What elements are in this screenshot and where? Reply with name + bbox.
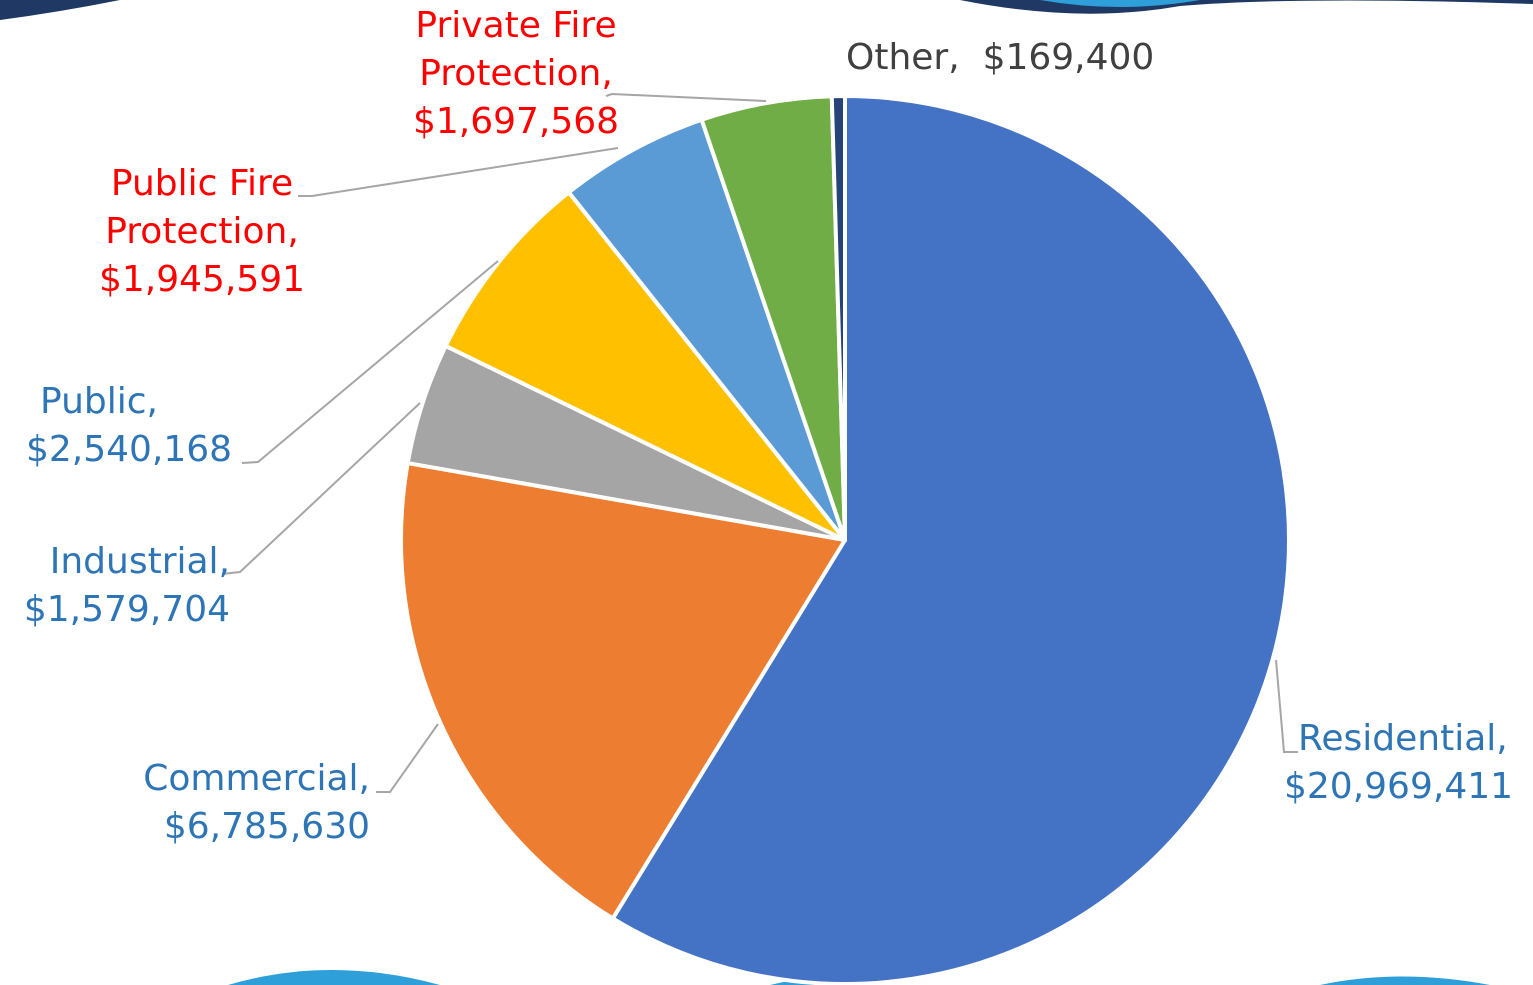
label-residential-name: Residential, [1298,718,1508,759]
pie-slice-commercial [399,461,847,921]
label-other-name: Other, [846,37,960,78]
label-residential-value: $20,969,411 [1284,766,1514,807]
label-commercial: Commercial, $6,785,630 [143,755,370,851]
label-residential: Residential, $20,969,411 [1284,715,1513,811]
leader-line-public [241,260,499,464]
label-public: Public, $2,540,168 [14,378,244,474]
label-private-fire-name-2: Protection, [419,53,613,94]
label-public-fire-protection: Public Fire Protection, $1,945,591 [86,160,318,304]
wave-decoration-bottom-right [1320,976,1490,985]
label-private-fire-value: $1,697,568 [412,101,620,142]
label-public-name: Public, [40,381,158,422]
label-public-fire-value: $1,945,591 [98,259,306,300]
label-private-fire-protection: Private Fire Protection, $1,697,568 [400,2,632,146]
label-industrial-name: Industrial, [49,541,230,582]
leader-line-industrial [221,402,421,575]
pie-slice-residential [610,94,1291,985]
leader-line-public-fire-protection [298,147,619,197]
label-industrial-value: $1,579,704 [23,589,230,630]
leader-line-residential [1275,659,1298,753]
leader-line-private-fire-protection [605,92,767,102]
label-private-fire-name-1: Private Fire [415,5,617,46]
label-other-value: $169,400 [982,37,1155,78]
wave-decoration-bottom-left [228,970,440,985]
label-public-fire-name-2: Protection, [105,211,299,252]
label-other: Other, $169,400 [846,34,1154,82]
wave-decoration-top-right-light [1040,0,1200,7]
leader-line-commercial [376,723,439,793]
wave-decoration-top-left [0,0,120,20]
pie-slice-other [829,94,847,542]
label-commercial-value: $6,785,630 [163,806,370,847]
pie-slice-public [443,190,847,542]
wave-decoration-top-right [960,0,1533,14]
pie-slice-public-fire-protection [566,117,847,542]
label-commercial-name: Commercial, [143,758,370,799]
label-other-text: Other, $169,400 [846,37,1154,78]
label-public-fire-name-1: Public Fire [110,163,294,204]
label-public-value: $2,540,168 [25,429,233,470]
label-industrial: Industrial, $1,579,704 [24,538,230,634]
